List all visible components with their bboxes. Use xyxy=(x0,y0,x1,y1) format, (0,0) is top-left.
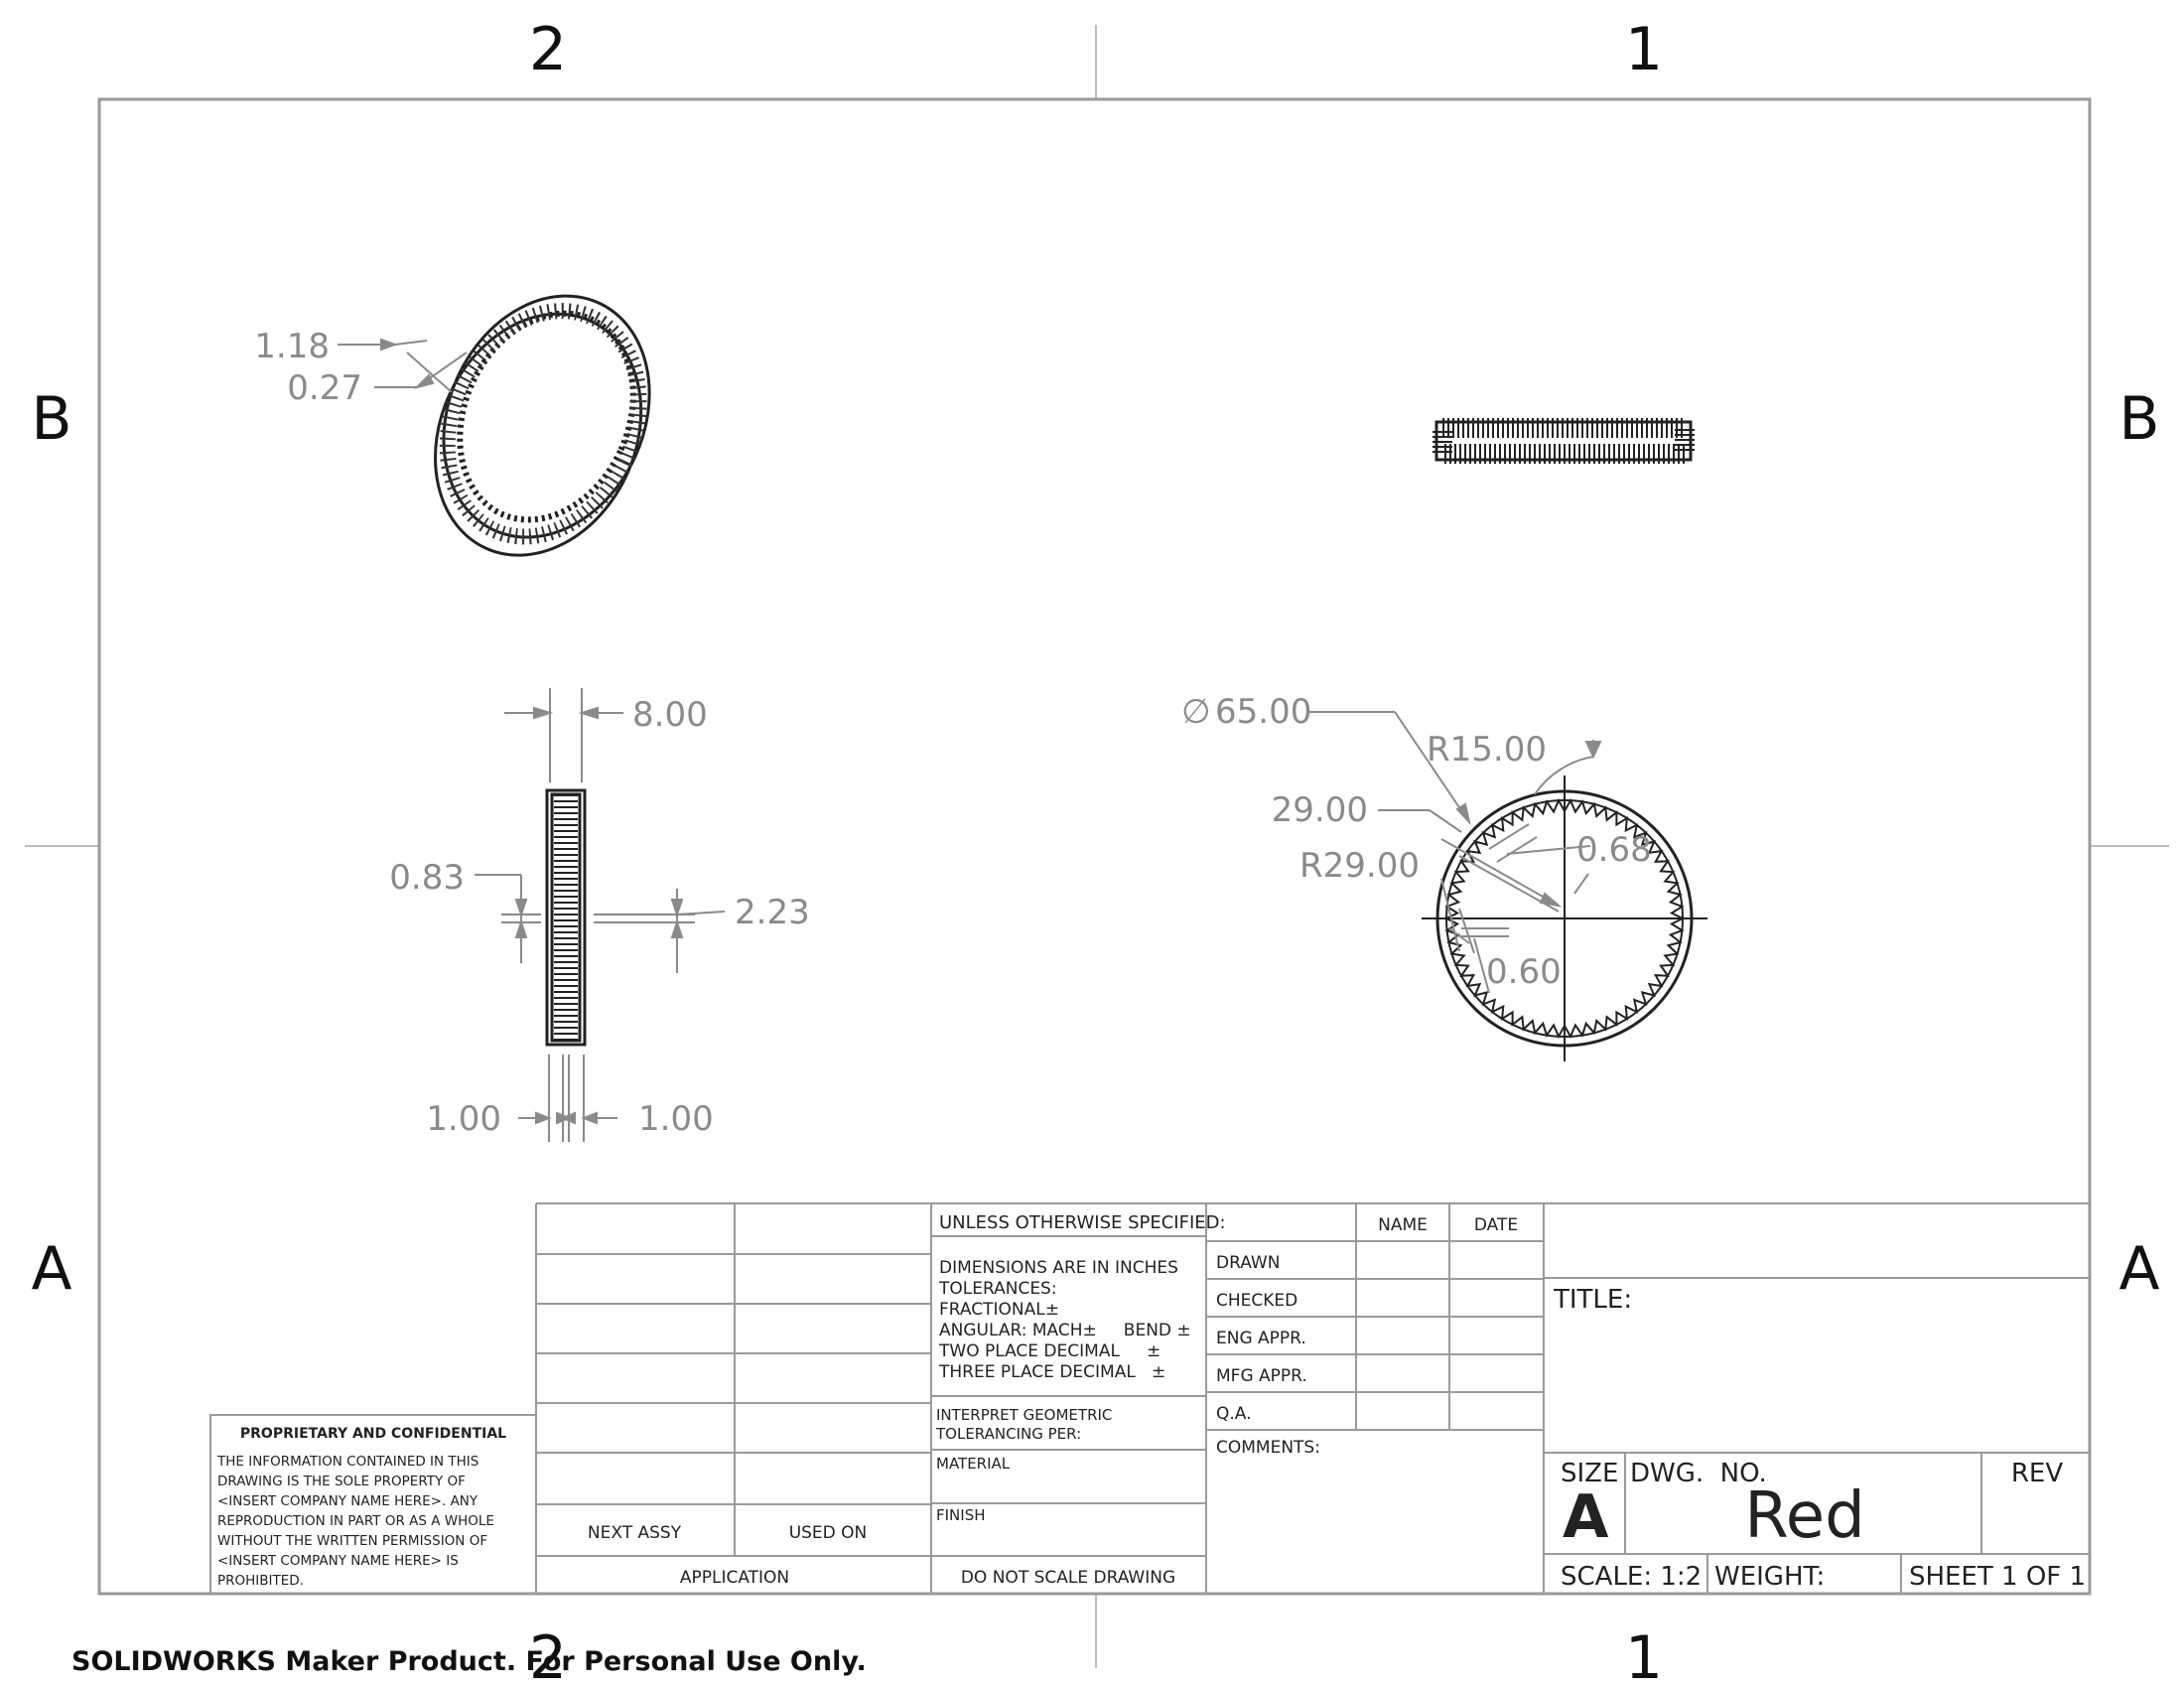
proprietary-line: DRAWING IS THE SOLE PROPERTY OF xyxy=(217,1474,466,1489)
label-finish: FINISH xyxy=(936,1506,986,1524)
label-tolerances: TOLERANCES: xyxy=(938,1279,1057,1299)
label-application: APPLICATION xyxy=(680,1568,789,1588)
label-dwg-no: DWG. NO. xyxy=(1630,1459,1767,1488)
zone-row-a-right: A xyxy=(2118,1234,2159,1304)
front-view: ∅ 65.00 R15.00 29.00 R29.00 0.68 0.60 xyxy=(1181,692,1707,1061)
size-value: A xyxy=(1563,1482,1609,1552)
label-eng-appr: ENG APPR. xyxy=(1216,1329,1306,1348)
dim-iso-1-18: 1.18 xyxy=(254,327,330,366)
proprietary-line: THE INFORMATION CONTAINED IN THIS xyxy=(216,1454,478,1470)
side-view: 8.00 0.83 2.23 1.00 1.00 xyxy=(389,688,810,1142)
dim-1-00-left: 1.00 xyxy=(426,1099,501,1139)
zone-col-left-top: 2 xyxy=(529,15,567,84)
label-two-place: TWO PLACE DECIMAL ± xyxy=(938,1341,1160,1361)
proprietary-line: PROHIBITED. xyxy=(217,1573,304,1589)
zone-row-a-left: A xyxy=(31,1234,71,1304)
proprietary-text: THE INFORMATION CONTAINED IN THIS DRAWIN… xyxy=(216,1454,494,1589)
dim-1-00-right: 1.00 xyxy=(638,1099,714,1139)
label-do-not-scale: DO NOT SCALE DRAWING xyxy=(961,1568,1175,1588)
dim-diameter-65-00: 65.00 xyxy=(1215,692,1311,732)
label-checked: CHECKED xyxy=(1216,1291,1297,1311)
drawing-border xyxy=(97,97,2092,1596)
dwg-no-value: Red xyxy=(1744,1479,1865,1553)
proprietary-line: REPRODUCTION IN PART OR AS A WHOLE xyxy=(217,1513,494,1529)
label-material: MATERIAL xyxy=(936,1455,1011,1473)
dim-iso-0-27: 0.27 xyxy=(287,368,362,408)
label-title: TITLE: xyxy=(1553,1285,1632,1315)
header-date: DATE xyxy=(1474,1215,1518,1235)
label-unless: UNLESS OTHERWISE SPECIFIED: xyxy=(939,1212,1226,1233)
proprietary-heading: PROPRIETARY AND CONFIDENTIAL xyxy=(240,1426,506,1442)
label-mfg-appr: MFG APPR. xyxy=(1216,1366,1307,1386)
dim-tooth-2-23: 2.23 xyxy=(735,893,810,932)
dim-width-8-00: 8.00 xyxy=(632,695,708,735)
zone-ticks xyxy=(25,25,2169,1668)
zone-col-right-top: 1 xyxy=(1625,15,1663,84)
label-comments: COMMENTS: xyxy=(1216,1438,1320,1458)
proprietary-line: WITHOUT THE WRITTEN PERMISSION OF xyxy=(217,1533,487,1549)
label-tolerancing: TOLERANCING PER: xyxy=(935,1425,1081,1443)
zone-row-b-right: B xyxy=(2118,384,2159,454)
watermark-text: SOLIDWORKS Maker Product. For Personal U… xyxy=(71,1646,867,1677)
title-block xyxy=(209,1202,2090,1595)
top-view xyxy=(1433,418,1695,464)
label-sheet: SHEET 1 OF 1 xyxy=(1909,1562,2086,1592)
label-scale: SCALE: 1:2 xyxy=(1561,1562,1702,1592)
label-fractional: FRACTIONAL± xyxy=(939,1300,1059,1320)
label-used-on: USED ON xyxy=(789,1523,868,1543)
diameter-symbol: ∅ xyxy=(1181,692,1211,732)
isometric-view: 1.18 0.27 xyxy=(254,294,651,557)
label-weight: WEIGHT: xyxy=(1714,1562,1825,1592)
label-size: SIZE xyxy=(1561,1459,1618,1488)
label-dims-inches: DIMENSIONS ARE IN INCHES xyxy=(939,1258,1178,1278)
zone-row-b-left: B xyxy=(31,384,71,454)
label-next-assy: NEXT ASSY xyxy=(588,1523,682,1543)
label-three-place: THREE PLACE DECIMAL ± xyxy=(938,1362,1165,1382)
label-qa: Q.A. xyxy=(1216,1404,1252,1424)
dim-radius-15-00: R15.00 xyxy=(1427,730,1547,770)
zone-col-left-bottom: 2 xyxy=(529,1623,567,1688)
header-name: NAME xyxy=(1378,1215,1428,1235)
proprietary-line: <INSERT COMPANY NAME HERE> IS xyxy=(217,1553,459,1569)
dim-tooth-0-83: 0.83 xyxy=(389,858,465,898)
dim-length-29-00: 29.00 xyxy=(1272,790,1368,830)
label-rev: REV xyxy=(2011,1459,2063,1488)
label-interpret: INTERPRET GEOMETRIC xyxy=(936,1406,1112,1424)
dim-tooth-0-60: 0.60 xyxy=(1486,952,1562,992)
proprietary-line: <INSERT COMPANY NAME HERE>. ANY xyxy=(217,1493,478,1509)
dim-radius-29-00: R29.00 xyxy=(1299,846,1420,886)
dim-tooth-0-68: 0.68 xyxy=(1576,830,1652,870)
label-drawn: DRAWN xyxy=(1216,1253,1280,1273)
zone-col-right-bottom: 1 xyxy=(1625,1623,1663,1688)
label-angular: ANGULAR: MACH± BEND ± xyxy=(939,1321,1191,1340)
